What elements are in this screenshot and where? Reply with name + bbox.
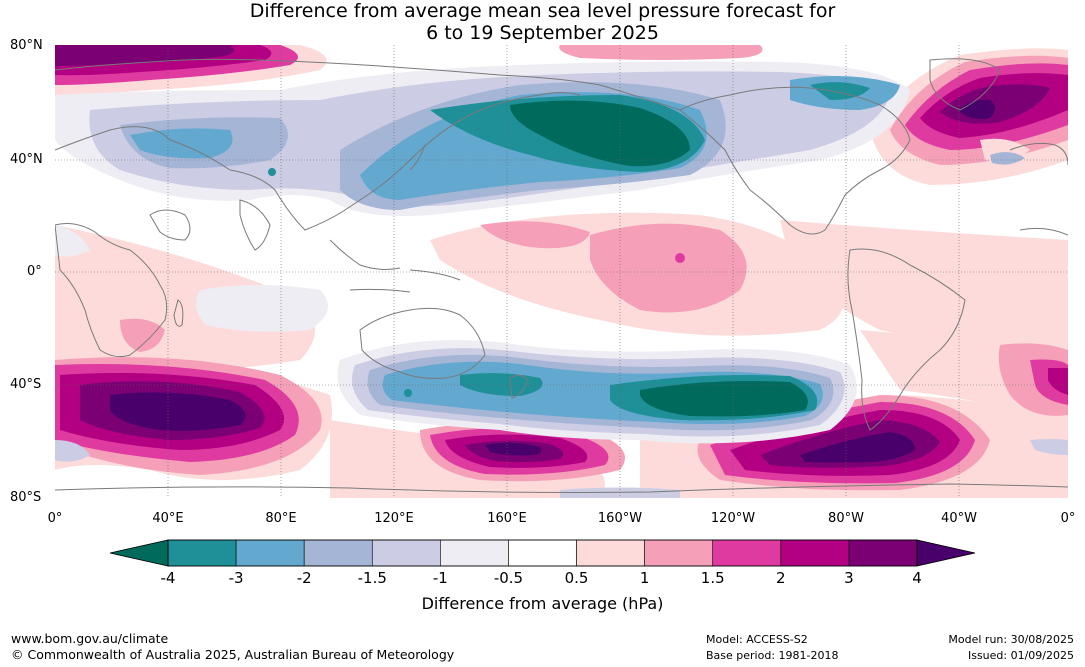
gridlines <box>55 45 1068 498</box>
footer-base-period: Base period: 1981-2018 <box>706 649 839 662</box>
lat-label-40n: 40°N <box>10 152 43 167</box>
colorbar-swatch <box>440 539 509 567</box>
colorbar-high-arrow <box>916 539 976 567</box>
lon-label-160e: 160°E <box>487 511 527 526</box>
colorbar-swatch <box>371 539 441 567</box>
colorbar-tick-label: 1 <box>639 569 650 587</box>
positive-anomaly-layer <box>55 45 1068 498</box>
colorbar-swatch <box>508 539 577 567</box>
colorbar-swatch <box>167 539 237 567</box>
negative-anomaly-layer <box>55 61 1068 498</box>
colorbar-swatch <box>712 539 782 567</box>
colorbar-swatch <box>303 539 373 567</box>
footer-copyright: © Commonwealth of Australia 2025, Austra… <box>11 647 455 662</box>
colorbar-swatch <box>576 539 645 567</box>
colorbar-tick-label: 4 <box>912 569 922 587</box>
lon-label-40e: 40°E <box>152 511 184 526</box>
colorbar-tick-label: -4 <box>160 569 176 587</box>
map-title-line-2: 6 to 19 September 2025 <box>426 22 659 44</box>
lon-label-40w: 40°W <box>941 511 977 526</box>
footer-model: Model: ACCESS-S2 <box>706 633 808 646</box>
map-title-line-1: Difference from average mean sea level p… <box>249 0 836 22</box>
colorbar-low-arrow <box>109 539 169 567</box>
colorbar-swatch <box>848 539 918 567</box>
footer-issued: Issued: 01/09/2025 <box>967 649 1074 662</box>
colorbar-tick-label: 0.5 <box>564 569 589 587</box>
colorbar-swatch <box>235 539 305 567</box>
lon-label-160w: 160°W <box>597 511 643 526</box>
colorbar-tick-label: -2 <box>296 569 312 587</box>
colorbar-tick-label: 2 <box>776 569 786 587</box>
lat-label-40s: 40°S <box>10 377 42 392</box>
lon-label-80e: 80°E <box>265 511 297 526</box>
colorbar-swatch <box>644 539 714 567</box>
colorbar-tick-label: -0.5 <box>493 569 524 587</box>
colorbar <box>109 539 976 567</box>
colorbar-tick-label: -1.5 <box>357 569 387 587</box>
colorbar-swatch <box>780 539 850 567</box>
colorbar-tick-label: -3 <box>228 569 244 587</box>
anomaly-field <box>55 45 1068 498</box>
lon-label-80w: 80°W <box>828 511 864 526</box>
colorbar-tick-label: -1 <box>432 569 448 587</box>
lat-label-80s: 80°S <box>10 490 42 505</box>
lat-label-eq: 0° <box>27 264 42 279</box>
colorbar-tick-label: 3 <box>844 569 854 587</box>
lon-label-120e: 120°E <box>374 511 414 526</box>
footer-model-run: Model run: 30/08/2025 <box>948 633 1074 646</box>
lon-label-120w: 120°W <box>710 511 756 526</box>
lat-label-80n: 80°N <box>10 38 43 53</box>
colorbar-tick-label: 1.5 <box>700 569 725 587</box>
coastlines <box>55 58 1068 493</box>
footer-url: www.bom.gov.au/climate <box>11 631 169 646</box>
colorbar-title: Difference from average (hPa) <box>421 594 664 613</box>
lon-label-0-right: 0° <box>1060 511 1076 526</box>
lon-label-0-left: 0° <box>47 511 63 526</box>
